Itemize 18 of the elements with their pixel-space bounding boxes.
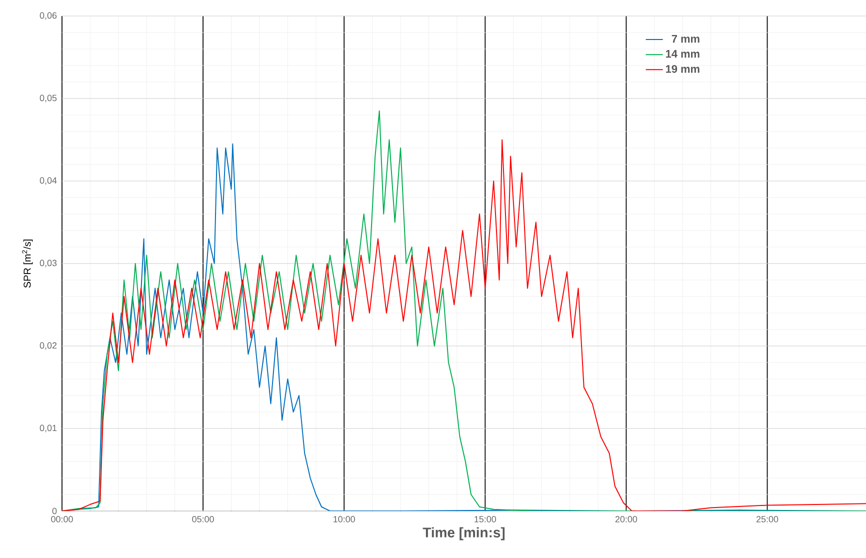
y-axis-title: SPR [m$^{2}$/s] — [22, 240, 33, 288]
legend-label: 7 mm — [672, 35, 700, 43]
y-tick-label: 0,02 — [40, 342, 57, 350]
y-tick-label: 0,01 — [40, 424, 57, 432]
x-axis-title: Time [min:s] — [422, 527, 505, 540]
legend-label: 14 mm — [666, 50, 700, 58]
x-tick-label: 00:00 — [51, 516, 73, 522]
x-tick-label: 15:00 — [474, 516, 496, 522]
x-tick-label: 25:00 — [756, 516, 778, 522]
y-tick-label: 0,06 — [40, 12, 57, 20]
x-tick-label: 10:00 — [334, 516, 355, 522]
y-tick-label: 0,04 — [40, 177, 57, 185]
y-tick-label: 0 — [52, 508, 57, 514]
y-tick-label: 0,05 — [40, 94, 57, 102]
legend-label: 19 mm — [666, 65, 700, 73]
y-tick-label: 0,03 — [40, 260, 57, 268]
x-tick-label: 05:00 — [192, 516, 214, 522]
x-tick-label: 20:00 — [615, 516, 638, 522]
